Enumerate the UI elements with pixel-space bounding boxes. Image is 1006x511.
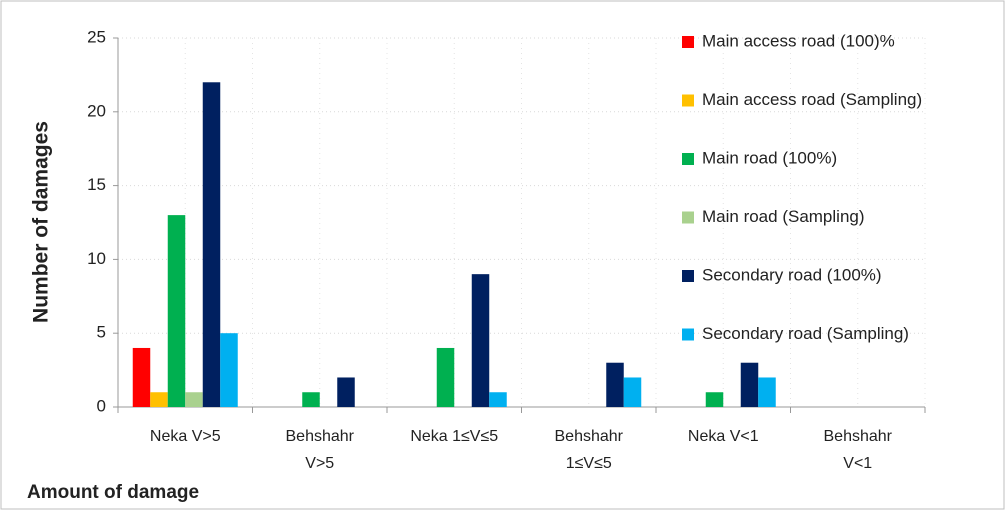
legend-label: Secondary road (Sampling) [702,324,909,343]
bar [758,377,776,407]
legend-swatch [682,211,694,224]
bar [202,82,221,407]
bar [220,333,238,407]
x-axis-title: Amount of damage [27,482,199,503]
legend-swatch [682,36,694,48]
bar [489,392,507,407]
legend-label: Main road (Sampling) [702,207,865,226]
y-tick-label: 10 [87,249,106,268]
y-tick-label: 0 [97,396,106,415]
y-tick-label: 5 [97,323,106,342]
bar [606,362,624,407]
legend-label: Main access road (Sampling) [702,90,922,109]
legend-label: Secondary road (100%) [702,265,882,284]
bar [302,392,320,407]
bar [185,392,203,407]
y-tick-label: 20 [87,101,106,120]
legend-swatch [682,94,694,107]
y-axis-title: Number of damages [30,121,53,323]
x-tick-label: Behshahr V<1 [823,428,893,472]
legend-label: Main access road (100)% [702,31,895,50]
bar [167,215,186,407]
y-tick-label: 15 [87,175,106,194]
bar [623,377,642,407]
bar [740,362,759,407]
bar [705,392,724,407]
x-tick-label: Behshahr V>5 [285,428,355,472]
bar [150,392,168,407]
x-tick-label: Neka V<1 [687,428,759,445]
bar [471,274,490,407]
x-tick-label: Neka 1≤V≤5 [410,428,499,445]
bar [132,347,151,407]
legend-label: Main road (100%) [702,148,837,167]
bar [337,377,355,407]
bar [436,347,455,407]
legend-swatch [682,328,694,341]
x-tick-label: Neka V>5 [149,428,221,445]
legend-swatch [682,153,694,165]
legend-swatch [682,270,694,282]
y-tick-label: 25 [87,27,106,46]
x-tick-label: Behshahr 1≤V≤5 [554,428,624,472]
